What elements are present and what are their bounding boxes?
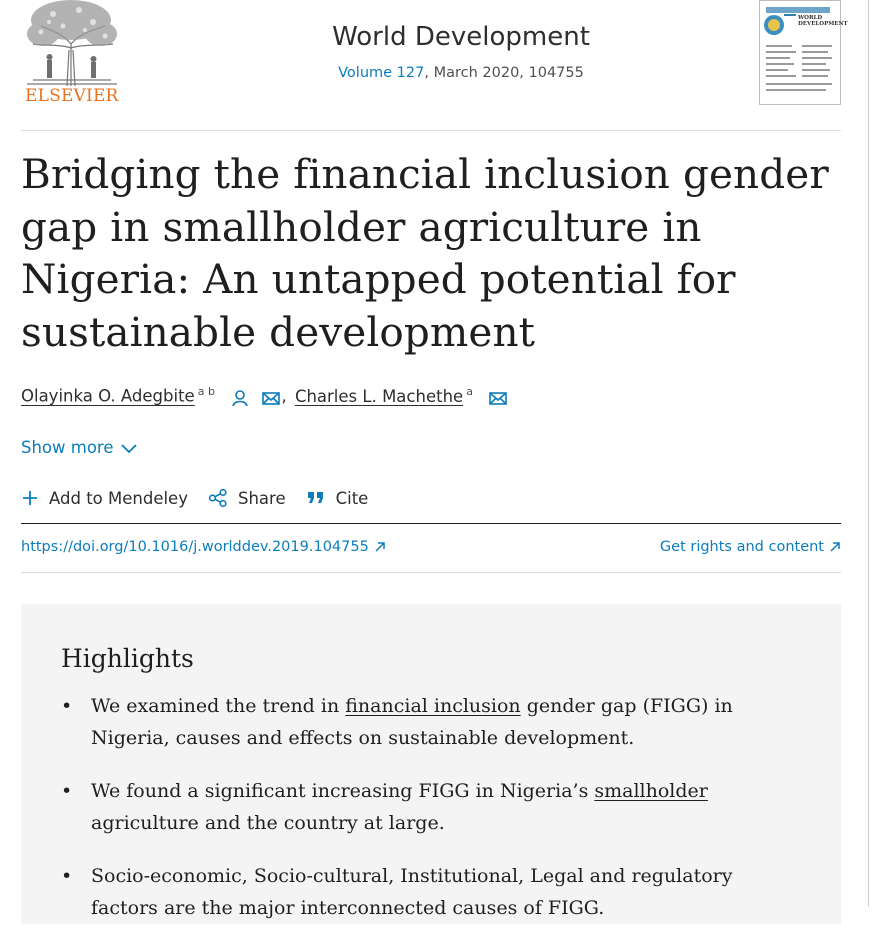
- doi-divider: [21, 572, 841, 573]
- rights-label: Get rights and content: [659, 539, 824, 555]
- volume-link[interactable]: Volume 127: [338, 65, 425, 81]
- article-actions: Add to Mendeley Share Cite: [21, 488, 368, 508]
- quote-icon: [307, 492, 323, 503]
- cite-button[interactable]: Cite: [306, 488, 369, 508]
- highlight-text: We found a significant increasing FIGG i…: [91, 780, 595, 802]
- highlights-heading: Highlights: [61, 644, 194, 673]
- author-list: Olayinka O. Adegbite a b , Charles L. Mac…: [21, 385, 508, 412]
- author-affiliation-1[interactable]: a b: [197, 385, 215, 398]
- doi-link[interactable]: https://doi.org/10.1016/j.worlddev.2019.…: [21, 539, 386, 555]
- financial-inclusion-link[interactable]: financial inclusion: [345, 695, 521, 717]
- share-icon: [208, 488, 227, 508]
- elsevier-tree-icon: [27, 0, 117, 87]
- author-name-2[interactable]: Charles L. Machethe: [294, 386, 464, 406]
- highlight-text: Socio-economic, Socio-cultural, Institut…: [91, 865, 733, 919]
- elsevier-wordmark: ELSEVIER: [25, 86, 119, 106]
- share-label: Share: [237, 488, 286, 508]
- doi-label: https://doi.org/10.1016/j.worlddev.2019.…: [21, 539, 369, 555]
- add-to-mendeley-button[interactable]: Add to Mendeley: [21, 489, 188, 508]
- author-name-1[interactable]: Olayinka O. Adegbite: [21, 386, 195, 406]
- actions-divider: [21, 523, 841, 524]
- email-icon[interactable]: [261, 388, 281, 412]
- author-separator: ,: [281, 386, 287, 406]
- cite-label: Cite: [335, 488, 369, 508]
- plus-icon: [23, 491, 37, 505]
- highlight-text: gender gap (FIGG) in Nigeria, causes and…: [91, 695, 733, 749]
- share-button[interactable]: Share: [208, 488, 286, 508]
- journal-cover-image: [764, 7, 832, 91]
- email-icon[interactable]: [488, 388, 508, 412]
- bullet: •: [61, 865, 73, 887]
- highlight-text: agriculture and the country at large.: [91, 812, 445, 834]
- bullet: •: [61, 695, 73, 717]
- article-title: Bridging the financial inclusion gender …: [21, 150, 829, 356]
- show-more-button[interactable]: Show more: [21, 438, 138, 457]
- author-affiliation-2[interactable]: a: [466, 385, 473, 398]
- external-link-arrow-icon: [375, 542, 385, 552]
- mendeley-label: Add to Mendeley: [49, 488, 188, 508]
- highlights-section: Highlights • We examined the trend in fin…: [21, 604, 841, 924]
- highlight-item: • We examined the trend in financial incl…: [61, 690, 801, 754]
- bullet: •: [61, 780, 73, 802]
- highlight-item: • We found a significant increasing FIGG …: [61, 775, 801, 839]
- highlight-item: • Socio-economic, Socio-cultural, Institu…: [61, 860, 801, 924]
- external-link-arrow-icon: [830, 542, 840, 552]
- highlight-text: We examined the trend in: [91, 695, 346, 717]
- smallholder-link[interactable]: smallholder: [594, 780, 708, 802]
- issue-date: , March 2020, 104755: [424, 65, 584, 81]
- page-right-border: [868, 0, 869, 907]
- journal-title[interactable]: World Development: [332, 22, 590, 52]
- cover-title: WORLD DEVELOPMENT: [798, 15, 848, 27]
- person-icon[interactable]: [230, 388, 250, 412]
- issue-info: Volume 127, March 2020, 104755: [21, 65, 872, 81]
- get-rights-link[interactable]: Get rights and content: [660, 539, 841, 555]
- journal-cover-thumbnail[interactable]: WORLD DEVELOPMENT: [759, 0, 848, 105]
- journal-header: ELSEVIER World Development Volume 127, M…: [21, 0, 848, 131]
- show-more-label: Show more: [21, 438, 114, 457]
- elsevier-logo[interactable]: ELSEVIER: [23, 0, 121, 106]
- chevron-down-icon: [120, 444, 137, 454]
